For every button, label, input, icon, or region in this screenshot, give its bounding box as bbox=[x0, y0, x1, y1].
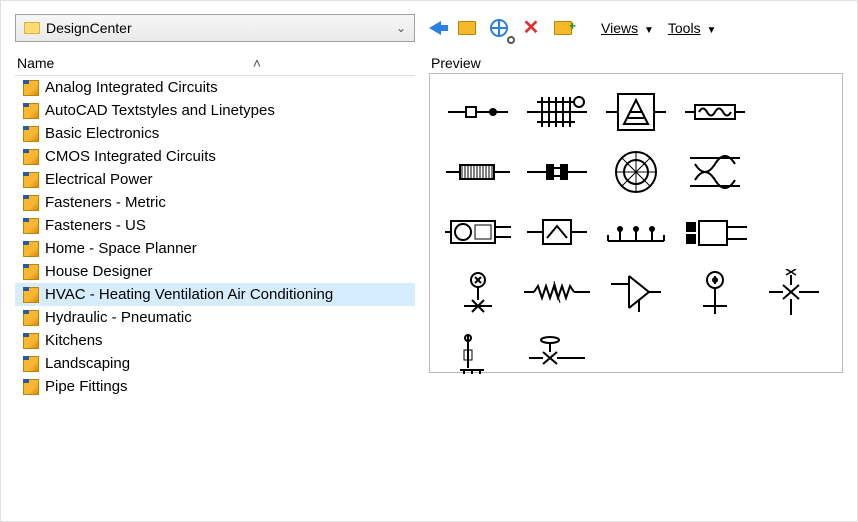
list-item-label: Pipe Fittings bbox=[45, 378, 128, 395]
menu-bar: Views ▼ Tools ▼ bbox=[601, 20, 716, 36]
open-folder-button[interactable] bbox=[455, 16, 479, 40]
list-header[interactable]: Name ˄ bbox=[15, 55, 415, 76]
symbol-thumbnail[interactable] bbox=[600, 204, 673, 260]
list-item-label: Home - Space Planner bbox=[45, 240, 197, 257]
list-item[interactable]: Kitchens bbox=[15, 329, 415, 352]
dwg-file-icon bbox=[23, 333, 39, 349]
delete-button[interactable]: ✕ bbox=[519, 16, 543, 40]
symbol-thumbnail[interactable] bbox=[521, 324, 594, 380]
dwg-file-icon bbox=[23, 310, 39, 326]
dwg-file-icon bbox=[23, 172, 39, 188]
symbol-thumbnail[interactable] bbox=[521, 144, 594, 200]
list-item-label: AutoCAD Textstyles and Linetypes bbox=[45, 102, 275, 119]
tools-menu[interactable]: Tools ▼ bbox=[668, 20, 716, 36]
symbol-thumbnail[interactable] bbox=[521, 84, 594, 140]
symbol-thumbnail[interactable] bbox=[678, 264, 751, 320]
symbol-thumbnail[interactable] bbox=[521, 264, 594, 320]
symbol-thumbnail[interactable] bbox=[757, 204, 830, 260]
dwg-file-icon bbox=[23, 356, 39, 372]
close-icon: ✕ bbox=[523, 18, 540, 38]
symbol-thumbnail[interactable] bbox=[442, 84, 515, 140]
list-item-label: Fasteners - Metric bbox=[45, 194, 166, 211]
symbol-thumbnail[interactable] bbox=[521, 204, 594, 260]
symbol-thumbnail[interactable] bbox=[757, 144, 830, 200]
folder-icon bbox=[24, 22, 40, 34]
list-item-label: Basic Electronics bbox=[45, 125, 159, 142]
list-item-label: Analog Integrated Circuits bbox=[45, 79, 218, 96]
new-folder-button[interactable] bbox=[551, 16, 575, 40]
symbol-thumbnail[interactable] bbox=[600, 264, 673, 320]
symbols-grid bbox=[442, 84, 830, 380]
file-list: Analog Integrated Circuits AutoCAD Textst… bbox=[15, 76, 415, 398]
preview-label: Preview bbox=[429, 55, 843, 71]
designcenter-window: DesignCenter ⌄ ✕ Views ▼ Tools bbox=[1, 1, 857, 521]
list-item[interactable]: Fasteners - US bbox=[15, 214, 415, 237]
list-item[interactable]: AutoCAD Textstyles and Linetypes bbox=[15, 99, 415, 122]
list-item[interactable]: Basic Electronics bbox=[15, 122, 415, 145]
symbol-thumbnail[interactable] bbox=[600, 84, 673, 140]
dwg-file-icon bbox=[23, 103, 39, 119]
symbol-thumbnail[interactable] bbox=[442, 204, 515, 260]
symbol-thumbnail[interactable] bbox=[442, 144, 515, 200]
file-list-panel: Name ˄ Analog Integrated Circuits AutoCAD… bbox=[15, 55, 415, 509]
symbol-thumbnail[interactable] bbox=[757, 84, 830, 140]
magnifier-icon bbox=[507, 36, 515, 44]
content-area: Name ˄ Analog Integrated Circuits AutoCAD… bbox=[15, 55, 843, 509]
symbol-thumbnail[interactable] bbox=[678, 204, 751, 260]
symbol-thumbnail[interactable] bbox=[442, 324, 515, 380]
list-item[interactable]: Fasteners - Metric bbox=[15, 191, 415, 214]
back-button[interactable] bbox=[423, 16, 447, 40]
preview-panel: Preview bbox=[429, 55, 843, 509]
list-item[interactable]: Hydraulic - Pneumatic bbox=[15, 306, 415, 329]
symbol-thumbnail[interactable] bbox=[678, 84, 751, 140]
folder-plus-icon bbox=[554, 21, 572, 35]
list-item[interactable]: CMOS Integrated Circuits bbox=[15, 145, 415, 168]
list-item-label: House Designer bbox=[45, 263, 153, 280]
list-item-label: HVAC - Heating Ventilation Air Condition… bbox=[45, 286, 333, 303]
symbol-thumbnail[interactable] bbox=[757, 264, 830, 320]
column-header-name: Name bbox=[17, 55, 253, 71]
search-web-button[interactable] bbox=[487, 16, 511, 40]
dwg-file-icon bbox=[23, 287, 39, 303]
list-item[interactable]: Electrical Power bbox=[15, 168, 415, 191]
folder-open-icon bbox=[458, 21, 476, 35]
dwg-file-icon bbox=[23, 126, 39, 142]
list-item-label: Fasteners - US bbox=[45, 217, 146, 234]
dropdown-label: DesignCenter bbox=[46, 20, 132, 36]
list-item[interactable]: HVAC - Heating Ventilation Air Condition… bbox=[15, 283, 415, 306]
list-item[interactable]: Analog Integrated Circuits bbox=[15, 76, 415, 99]
symbol-thumbnail[interactable] bbox=[442, 264, 515, 320]
list-item[interactable]: Home - Space Planner bbox=[15, 237, 415, 260]
arrow-left-icon bbox=[429, 21, 441, 35]
list-item-label: Hydraulic - Pneumatic bbox=[45, 309, 192, 326]
dwg-file-icon bbox=[23, 80, 39, 96]
chevron-down-icon: ⌄ bbox=[396, 21, 406, 35]
list-item-label: Landscaping bbox=[45, 355, 130, 372]
caret-down-icon: ▼ bbox=[644, 25, 654, 36]
views-menu[interactable]: Views ▼ bbox=[601, 20, 654, 36]
dwg-file-icon bbox=[23, 218, 39, 234]
dwg-file-icon bbox=[23, 264, 39, 280]
list-item-label: Electrical Power bbox=[45, 171, 153, 188]
dwg-file-icon bbox=[23, 149, 39, 165]
caret-down-icon: ▼ bbox=[706, 25, 716, 36]
preview-box bbox=[429, 73, 843, 373]
dwg-file-icon bbox=[23, 195, 39, 211]
list-item-label: Kitchens bbox=[45, 332, 103, 349]
dwg-file-icon bbox=[23, 241, 39, 257]
list-item[interactable]: House Designer bbox=[15, 260, 415, 283]
dwg-file-icon bbox=[23, 379, 39, 395]
globe-icon bbox=[490, 19, 508, 37]
toolbar: DesignCenter ⌄ ✕ Views ▼ Tools bbox=[15, 13, 843, 43]
list-item-label: CMOS Integrated Circuits bbox=[45, 148, 216, 165]
location-dropdown[interactable]: DesignCenter ⌄ bbox=[15, 14, 415, 42]
sort-indicator-icon: ˄ bbox=[253, 55, 261, 71]
list-item[interactable]: Pipe Fittings bbox=[15, 375, 415, 398]
symbol-thumbnail[interactable] bbox=[678, 144, 751, 200]
symbol-thumbnail[interactable] bbox=[600, 144, 673, 200]
list-item[interactable]: Landscaping bbox=[15, 352, 415, 375]
